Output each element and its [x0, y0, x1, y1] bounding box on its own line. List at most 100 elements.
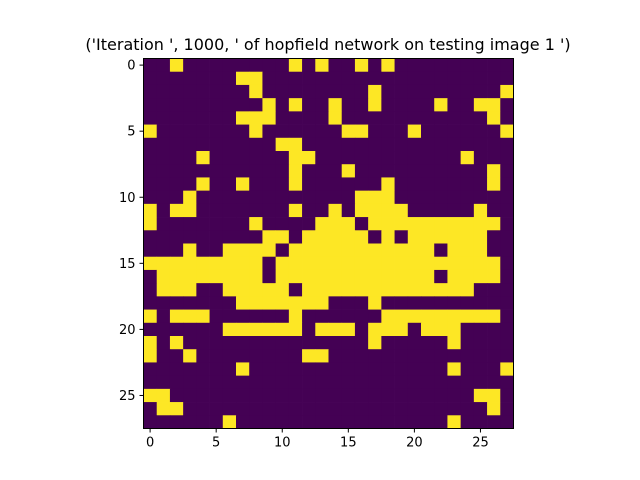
heatmap-cell — [288, 269, 303, 284]
heatmap-cell — [434, 217, 448, 231]
heatmap-cell — [156, 388, 171, 403]
heatmap-cell — [196, 137, 210, 152]
heatmap-cell — [341, 256, 356, 271]
heatmap-cell — [169, 349, 184, 363]
heatmap-cell — [143, 283, 158, 297]
heatmap-cell — [368, 217, 382, 231]
heatmap-cell — [315, 151, 329, 165]
heatmap-cell — [394, 151, 409, 165]
heatmap-cell — [156, 137, 171, 152]
heatmap-cell — [209, 349, 224, 363]
heatmap-cell — [447, 137, 461, 152]
heatmap-cell — [236, 203, 250, 218]
heatmap-cell — [275, 269, 290, 284]
heatmap-cell — [381, 309, 395, 324]
heatmap-cell — [421, 362, 435, 376]
heatmap-cell — [196, 362, 210, 376]
heatmap-cell — [169, 124, 184, 139]
heatmap-cell — [156, 58, 171, 73]
heatmap-cell — [381, 217, 395, 231]
heatmap-cell — [447, 177, 461, 191]
heatmap-cell — [209, 322, 224, 337]
heatmap-cell — [434, 230, 448, 244]
heatmap-cell — [407, 309, 422, 324]
heatmap-cell — [328, 362, 343, 376]
heatmap-cell — [341, 309, 356, 324]
heatmap-cell — [236, 296, 250, 310]
heatmap-cell — [381, 71, 395, 86]
heatmap-cell — [302, 58, 316, 73]
heatmap-cell — [487, 309, 501, 324]
heatmap-cell — [196, 388, 210, 403]
heatmap-cell — [262, 151, 276, 165]
heatmap-cell — [262, 362, 276, 376]
heatmap-cell — [288, 98, 303, 112]
heatmap-cell — [222, 84, 237, 99]
heatmap-cell — [196, 296, 210, 310]
heatmap-cell — [368, 190, 382, 205]
heatmap-cell — [368, 269, 382, 284]
heatmap-cell — [341, 177, 356, 191]
heatmap-cell — [460, 296, 475, 310]
heatmap-cell — [354, 71, 369, 86]
heatmap-cell — [249, 388, 263, 403]
y-tick-label: 10 — [119, 191, 136, 206]
heatmap-cell — [473, 309, 488, 324]
heatmap-cell — [169, 296, 184, 310]
heatmap-cell — [275, 256, 290, 271]
heatmap-cell — [407, 349, 422, 363]
heatmap-cell — [262, 269, 276, 284]
heatmap-cell — [275, 203, 290, 218]
heatmap-cell — [434, 84, 448, 99]
heatmap-cell — [288, 322, 303, 337]
heatmap-cell — [183, 349, 197, 363]
heatmap-cell — [302, 402, 316, 416]
heatmap-cell — [143, 124, 158, 139]
heatmap-cell — [262, 415, 276, 429]
heatmap-cell — [315, 336, 329, 350]
heatmap-cell — [447, 375, 461, 390]
heatmap-cell — [381, 190, 395, 205]
heatmap-cell — [183, 402, 197, 416]
heatmap-cell — [315, 177, 329, 191]
heatmap-cell — [447, 349, 461, 363]
heatmap-cell — [354, 296, 369, 310]
heatmap-cell — [249, 269, 263, 284]
heatmap-cell — [183, 111, 197, 125]
heatmap-cell — [500, 177, 514, 191]
heatmap-cell — [328, 336, 343, 350]
heatmap-cell — [209, 336, 224, 350]
heatmap-cell — [341, 137, 356, 152]
heatmap-cell — [487, 217, 501, 231]
heatmap-cell — [381, 415, 395, 429]
heatmap-cell — [394, 111, 409, 125]
heatmap-cell — [302, 269, 316, 284]
heatmap-cell — [209, 84, 224, 99]
heatmap-cell — [421, 230, 435, 244]
heatmap-cell — [156, 322, 171, 337]
heatmap-cell — [249, 230, 263, 244]
heatmap-cell — [328, 124, 343, 139]
heatmap-cell — [381, 58, 395, 73]
heatmap-cell — [500, 388, 514, 403]
heatmap-cell — [236, 388, 250, 403]
heatmap-cell — [368, 349, 382, 363]
heatmap-cell — [421, 164, 435, 178]
heatmap-cell — [156, 309, 171, 324]
heatmap-cell — [460, 322, 475, 337]
heatmap-cell — [302, 243, 316, 258]
heatmap-cell — [500, 137, 514, 152]
heatmap-cell — [447, 230, 461, 244]
heatmap-cell — [249, 137, 263, 152]
heatmap-cell — [315, 349, 329, 363]
heatmap-cell — [236, 58, 250, 73]
heatmap-cell — [169, 309, 184, 324]
heatmap-cell — [275, 415, 290, 429]
heatmap-cell — [473, 71, 488, 86]
heatmap-cell — [222, 336, 237, 350]
heatmap-cell — [487, 151, 501, 165]
heatmap-cell — [394, 177, 409, 191]
heatmap-cell — [354, 203, 369, 218]
heatmap-cell — [169, 283, 184, 297]
heatmap-cell — [487, 203, 501, 218]
